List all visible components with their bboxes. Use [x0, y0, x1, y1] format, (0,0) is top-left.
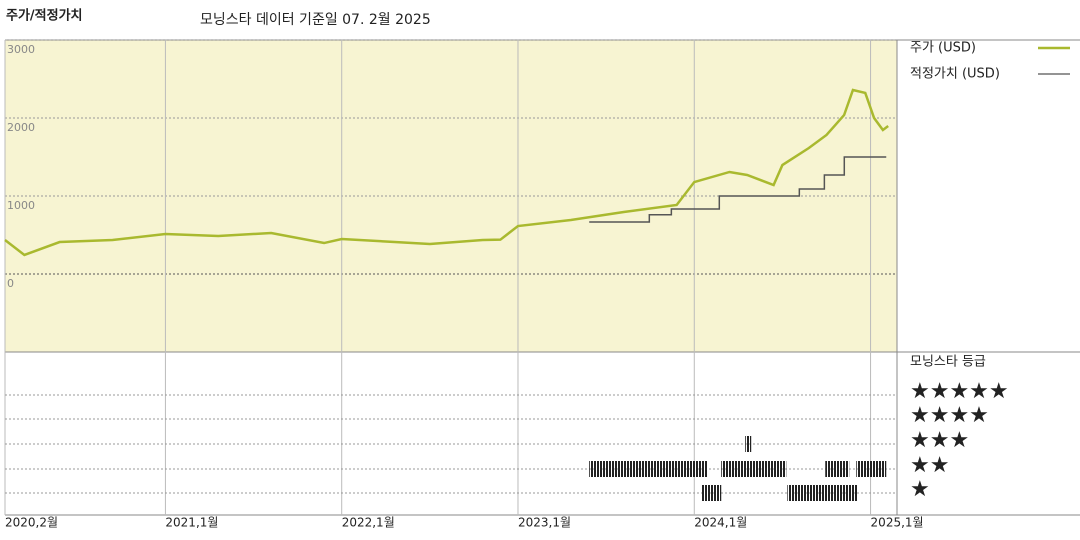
x-tick-label: 2023,1월 — [518, 516, 571, 530]
y-tick-label: 3000 — [7, 43, 35, 56]
rating-label: ★★ — [910, 453, 949, 478]
rating-period — [721, 461, 787, 477]
rating-period — [787, 485, 858, 501]
rating-label: ★★★★ — [910, 403, 989, 428]
rating-period — [701, 485, 722, 501]
rating-period — [825, 461, 850, 477]
rating-title: 모닝스타 등급 — [910, 355, 986, 370]
x-tick-label: 2020,2월 — [5, 516, 58, 530]
rating-label: ★ — [910, 477, 930, 502]
y-tick-label: 1000 — [7, 199, 35, 212]
x-tick-label: 2021,1월 — [165, 516, 218, 530]
x-tick-label: 2024,1월 — [694, 516, 747, 530]
chart-title: 주가/적정가치 — [6, 8, 83, 24]
legend-label: 주가 (USD) — [910, 41, 976, 56]
rating-period — [856, 461, 887, 477]
series-line — [589, 156, 887, 223]
x-tick-label: 2022,1월 — [342, 516, 395, 530]
rating-label: ★★★★★ — [910, 379, 1009, 404]
series-line — [4, 88, 889, 257]
y-tick-label: 0 — [7, 277, 14, 290]
rating-period — [745, 436, 752, 452]
chart-subtitle: 모닝스타 데이터 기준일 07. 2월 2025 — [200, 12, 431, 28]
y-tick-label: 2000 — [7, 121, 35, 134]
rating-label: ★★★ — [910, 428, 969, 453]
x-tick-label: 2025,1월 — [871, 516, 924, 530]
rating-period — [589, 461, 708, 477]
legend-label: 적정가치 (USD) — [910, 67, 1000, 82]
